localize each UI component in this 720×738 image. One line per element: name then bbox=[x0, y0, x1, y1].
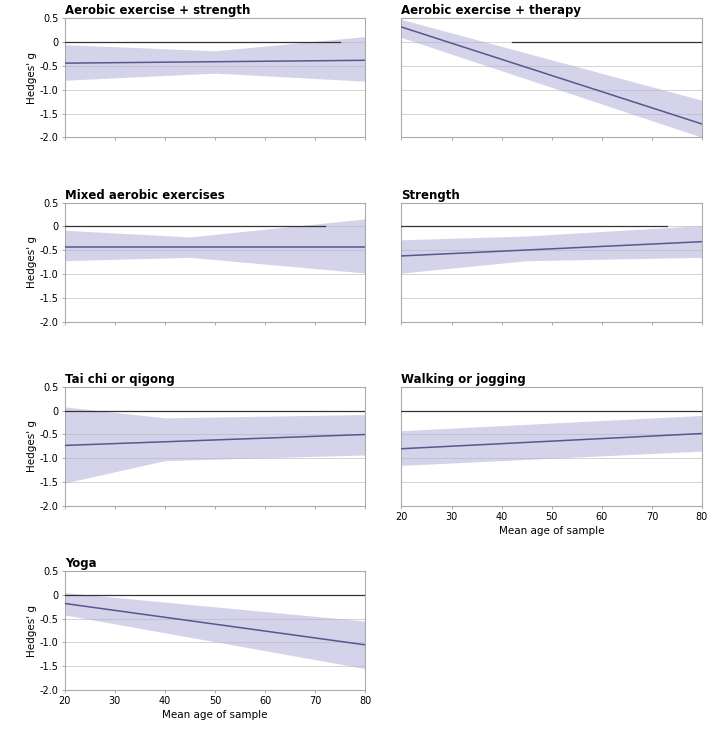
Text: Aerobic exercise + strength: Aerobic exercise + strength bbox=[65, 4, 250, 17]
Text: Strength: Strength bbox=[402, 188, 460, 201]
Y-axis label: Hedges' g: Hedges' g bbox=[27, 236, 37, 288]
X-axis label: Mean age of sample: Mean age of sample bbox=[499, 526, 605, 537]
Text: Walking or jogging: Walking or jogging bbox=[402, 373, 526, 386]
Text: Mixed aerobic exercises: Mixed aerobic exercises bbox=[65, 188, 225, 201]
Text: Aerobic exercise + therapy: Aerobic exercise + therapy bbox=[402, 4, 582, 17]
X-axis label: Mean age of sample: Mean age of sample bbox=[162, 711, 268, 720]
Y-axis label: Hedges' g: Hedges' g bbox=[27, 604, 37, 657]
Text: Tai chi or qigong: Tai chi or qigong bbox=[65, 373, 174, 386]
Y-axis label: Hedges' g: Hedges' g bbox=[27, 52, 37, 104]
Text: Yoga: Yoga bbox=[65, 557, 96, 570]
Y-axis label: Hedges' g: Hedges' g bbox=[27, 421, 37, 472]
